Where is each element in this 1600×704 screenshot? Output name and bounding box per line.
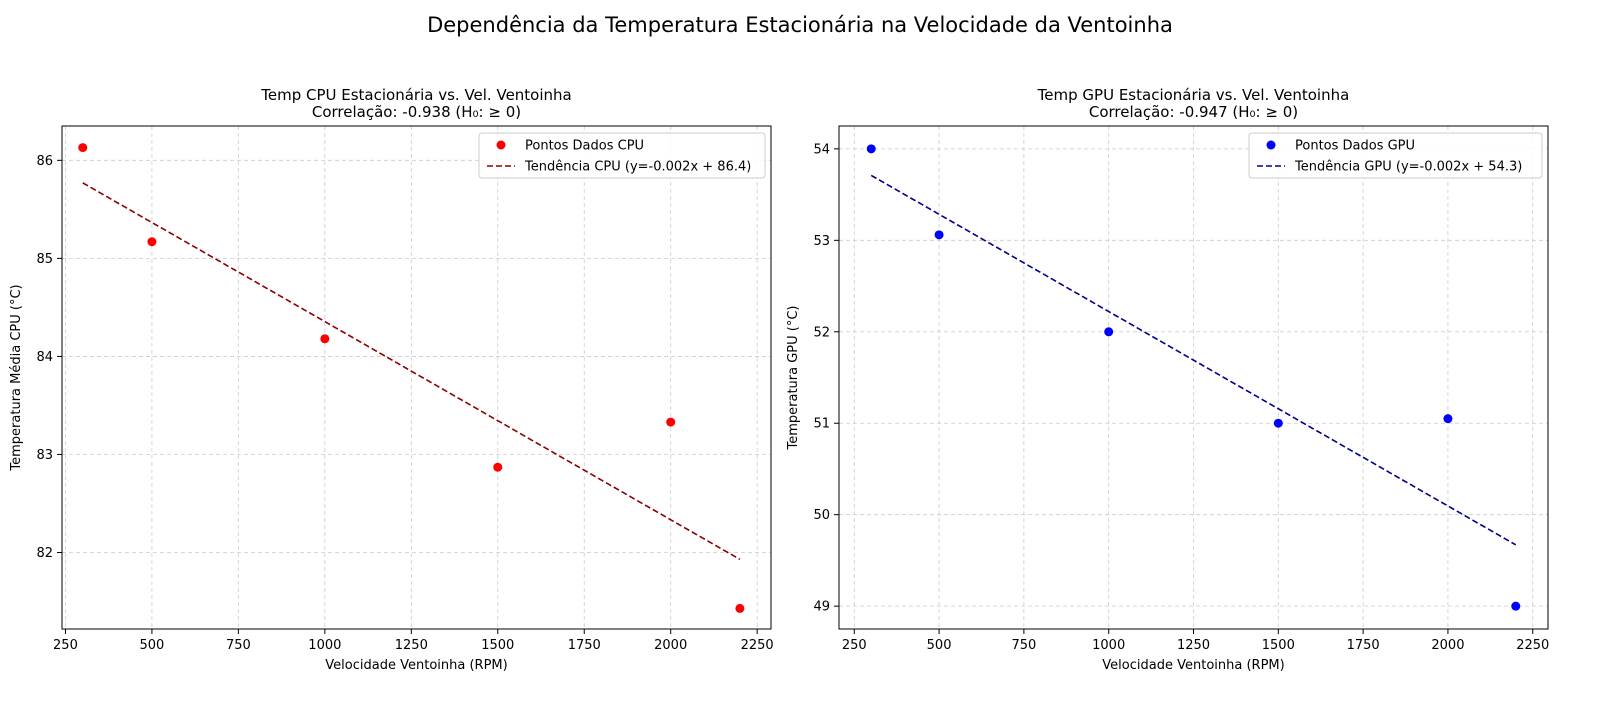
chart-subtitle: Correlação: -0.947 (H₀: ≥ 0) [1089, 103, 1298, 121]
x-axis-label: Velocidade Ventoinha (RPM) [325, 658, 507, 673]
legend-point-swatch [1266, 140, 1276, 150]
legend: Pontos Dados GPU Tendência GPU (y=-0.002x… [1248, 132, 1543, 179]
y-tick-label: 51 [813, 417, 830, 432]
grid-lines [839, 126, 1548, 629]
series-trend [82, 182, 741, 561]
y-tick-label: 84 [36, 350, 53, 365]
legend-entry-label: Tendência CPU (y=-0.002x + 86.4) [524, 160, 751, 175]
x-tick-label: 250 [53, 638, 78, 653]
chart-title: Temp CPU Estacionária vs. Vel. Ventoinha [260, 86, 571, 104]
data-point [78, 143, 88, 153]
axes-frame [61, 125, 772, 630]
chart-panel-gpu: 250 500 750 1000 1250 1500 1750 2000 2250 49 50 51 5… [786, 86, 1549, 673]
y-tick-label: 83 [36, 448, 53, 463]
x-axis-label: Velocidade Ventoinha (RPM) [1102, 658, 1284, 673]
grid-lines [62, 126, 771, 629]
x-tick-label: 1750 [1347, 638, 1380, 653]
data-point [735, 603, 745, 613]
y-tick-label: 50 [813, 508, 830, 523]
trend-line [870, 174, 1517, 546]
legend-entry-label: Tendência GPU (y=-0.002x + 54.3) [1294, 160, 1522, 175]
series-scatter [866, 144, 1521, 611]
x-tick-label: 500 [927, 638, 952, 653]
data-point [1273, 418, 1283, 428]
figure-suptitle: Dependência da Temperatura Estacionária … [427, 13, 1173, 37]
data-point [1443, 414, 1453, 424]
chart-panel-cpu: 250 500 750 1000 1250 1500 1750 2000 2250 82 83 84 8… [9, 86, 774, 673]
x-tick-label: 1250 [1177, 638, 1210, 653]
data-point [666, 417, 676, 427]
y-tick-label: 85 [36, 252, 53, 267]
y-tick-label: 54 [813, 142, 830, 157]
legend: Pontos Dados CPU Tendência CPU (y=-0.002x… [478, 132, 766, 179]
chart-subtitle: Correlação: -0.938 (H₀: ≥ 0) [312, 103, 521, 121]
series-scatter [78, 143, 745, 613]
x-tick-label: 1500 [481, 638, 514, 653]
legend-entry-label: Pontos Dados GPU [1295, 139, 1415, 154]
y-tick-label: 49 [813, 600, 830, 615]
data-point [493, 462, 503, 472]
x-tick-label: 1250 [395, 638, 428, 653]
y-axis-label: Temperatura GPU (°C) [786, 305, 801, 450]
data-point [320, 334, 330, 344]
data-point [1511, 601, 1521, 611]
y-tick-label: 86 [36, 154, 53, 169]
y-axis-label: Temperatura Média CPU (°C) [9, 284, 24, 471]
data-point [1104, 327, 1114, 337]
chart-title: Temp GPU Estacionária vs. Vel. Ventoinha [1037, 86, 1350, 104]
legend-box [478, 132, 766, 179]
x-tick-label: 750 [1011, 638, 1036, 653]
x-tick-label: 500 [140, 638, 165, 653]
data-point [147, 237, 157, 247]
x-tick-label: 750 [226, 638, 251, 653]
legend-box [1248, 132, 1543, 179]
x-tick-label: 250 [842, 638, 867, 653]
y-tick-label: 53 [813, 234, 830, 249]
x-tick-label: 1000 [308, 638, 341, 653]
x-tick-label: 1000 [1092, 638, 1125, 653]
x-tick-label: 2250 [1516, 638, 1549, 653]
data-point [866, 144, 876, 154]
x-tick-label: 1500 [1262, 638, 1295, 653]
trend-line [82, 182, 741, 561]
legend-entry-label: Pontos Dados CPU [525, 139, 644, 154]
x-tick-label: 2000 [1431, 638, 1464, 653]
series-trend [870, 174, 1517, 546]
data-point [934, 230, 944, 240]
x-tick-label: 2000 [654, 638, 687, 653]
x-tick-label: 1750 [568, 638, 601, 653]
x-tick-label: 2250 [741, 638, 774, 653]
legend-point-swatch [496, 140, 506, 150]
y-tick-label: 52 [813, 325, 830, 340]
y-tick-label: 82 [36, 546, 53, 561]
